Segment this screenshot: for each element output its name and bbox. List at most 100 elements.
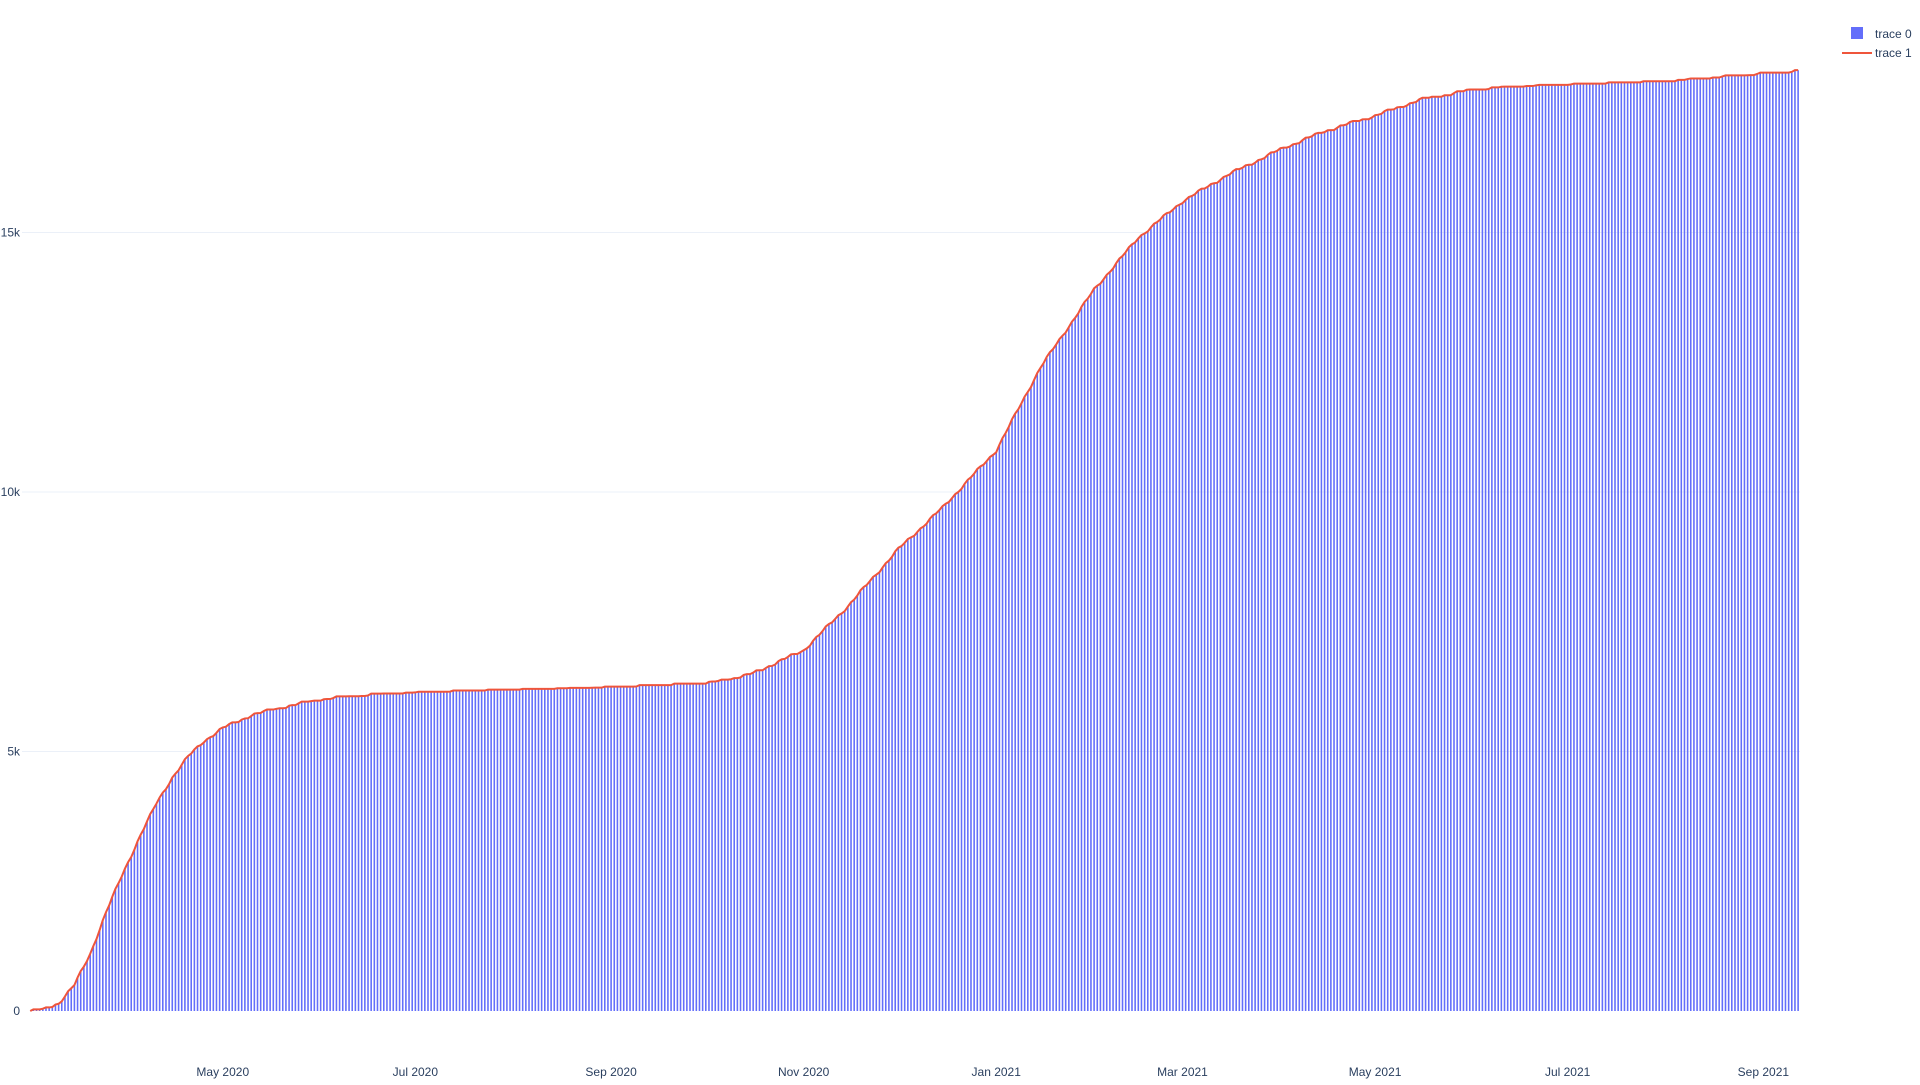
bar <box>1260 159 1263 1012</box>
bar <box>1175 206 1177 1011</box>
bar <box>162 792 164 1011</box>
bar <box>323 699 325 1011</box>
bar <box>591 687 593 1011</box>
bar <box>1206 186 1209 1011</box>
bar <box>651 685 653 1011</box>
bar <box>616 686 619 1011</box>
bar <box>1112 268 1114 1011</box>
x-tick-label: May 2020 <box>196 1065 249 1079</box>
bar <box>57 1003 60 1011</box>
bar <box>1702 78 1705 1011</box>
bar <box>878 572 881 1011</box>
bar <box>1374 115 1376 1012</box>
bar <box>1074 317 1076 1012</box>
bar <box>1213 183 1215 1012</box>
bar <box>711 681 713 1011</box>
bar <box>1222 176 1225 1011</box>
bar <box>1614 82 1616 1012</box>
bar <box>1178 204 1181 1011</box>
bar <box>626 686 628 1011</box>
bar <box>578 687 581 1011</box>
bar <box>83 966 85 1011</box>
bar <box>1320 132 1323 1011</box>
bar <box>1380 113 1383 1011</box>
legend[interactable]: trace 0 trace 1 <box>1842 27 1912 60</box>
bar <box>480 690 483 1011</box>
bar <box>1573 83 1575 1011</box>
bar <box>1664 81 1667 1012</box>
bar <box>979 466 982 1012</box>
bar <box>506 689 508 1011</box>
bar <box>566 688 568 1011</box>
bar <box>1721 76 1724 1012</box>
bar <box>120 876 123 1011</box>
bar <box>1459 91 1462 1011</box>
bar <box>60 1001 63 1011</box>
bar <box>487 689 489 1011</box>
line-path <box>29 69 1799 1012</box>
bar <box>755 670 758 1011</box>
bar <box>1592 83 1594 1011</box>
bar <box>1061 335 1064 1011</box>
bar <box>922 526 925 1011</box>
bar <box>528 688 530 1011</box>
bar <box>1642 81 1645 1011</box>
bar <box>1295 143 1297 1011</box>
bar <box>559 688 562 1011</box>
bar <box>897 547 900 1011</box>
bar <box>783 658 786 1011</box>
x-tick-label: Jul 2021 <box>1545 1065 1591 1079</box>
bar <box>585 687 587 1011</box>
bar <box>401 693 404 1011</box>
bar <box>1494 87 1496 1012</box>
bar <box>1740 75 1743 1012</box>
bar <box>932 515 934 1011</box>
bar <box>600 687 603 1011</box>
bar <box>960 488 963 1011</box>
bar <box>430 691 432 1011</box>
bar <box>468 690 470 1011</box>
bar <box>89 953 91 1011</box>
bar <box>42 1008 44 1011</box>
bar <box>1667 81 1670 1012</box>
bar <box>1765 72 1768 1012</box>
bar <box>1102 279 1105 1011</box>
bar <box>1216 182 1219 1011</box>
bar <box>1718 77 1720 1012</box>
bar <box>1497 87 1499 1012</box>
bar <box>1330 130 1332 1011</box>
bar <box>1124 252 1127 1011</box>
y-tick-label: 0 <box>13 1004 20 1018</box>
bar <box>250 716 252 1011</box>
bar <box>1633 82 1635 1012</box>
bar <box>304 701 306 1011</box>
bar <box>1014 413 1016 1011</box>
bar <box>1446 95 1449 1012</box>
bar <box>954 494 956 1011</box>
bar <box>1658 81 1660 1012</box>
bar <box>1355 121 1357 1011</box>
bar <box>594 687 597 1011</box>
bar <box>603 686 606 1011</box>
bar <box>847 606 849 1011</box>
bar <box>1371 117 1373 1011</box>
bar <box>155 803 158 1011</box>
bar <box>913 535 915 1011</box>
bar <box>1781 72 1784 1012</box>
bar <box>1276 150 1278 1011</box>
bar <box>266 709 268 1011</box>
bar <box>1620 82 1623 1012</box>
bar <box>1636 82 1638 1012</box>
bar-series-trace-0 <box>32 70 1799 1012</box>
bar <box>1472 89 1474 1011</box>
bar <box>1513 86 1515 1012</box>
bar <box>929 518 931 1011</box>
bar <box>831 622 833 1011</box>
bar <box>373 693 376 1011</box>
bar <box>941 506 944 1011</box>
bar <box>291 705 294 1011</box>
bar <box>515 689 518 1011</box>
bar <box>341 696 344 1011</box>
bar <box>1611 82 1613 1012</box>
bar <box>1323 132 1326 1011</box>
